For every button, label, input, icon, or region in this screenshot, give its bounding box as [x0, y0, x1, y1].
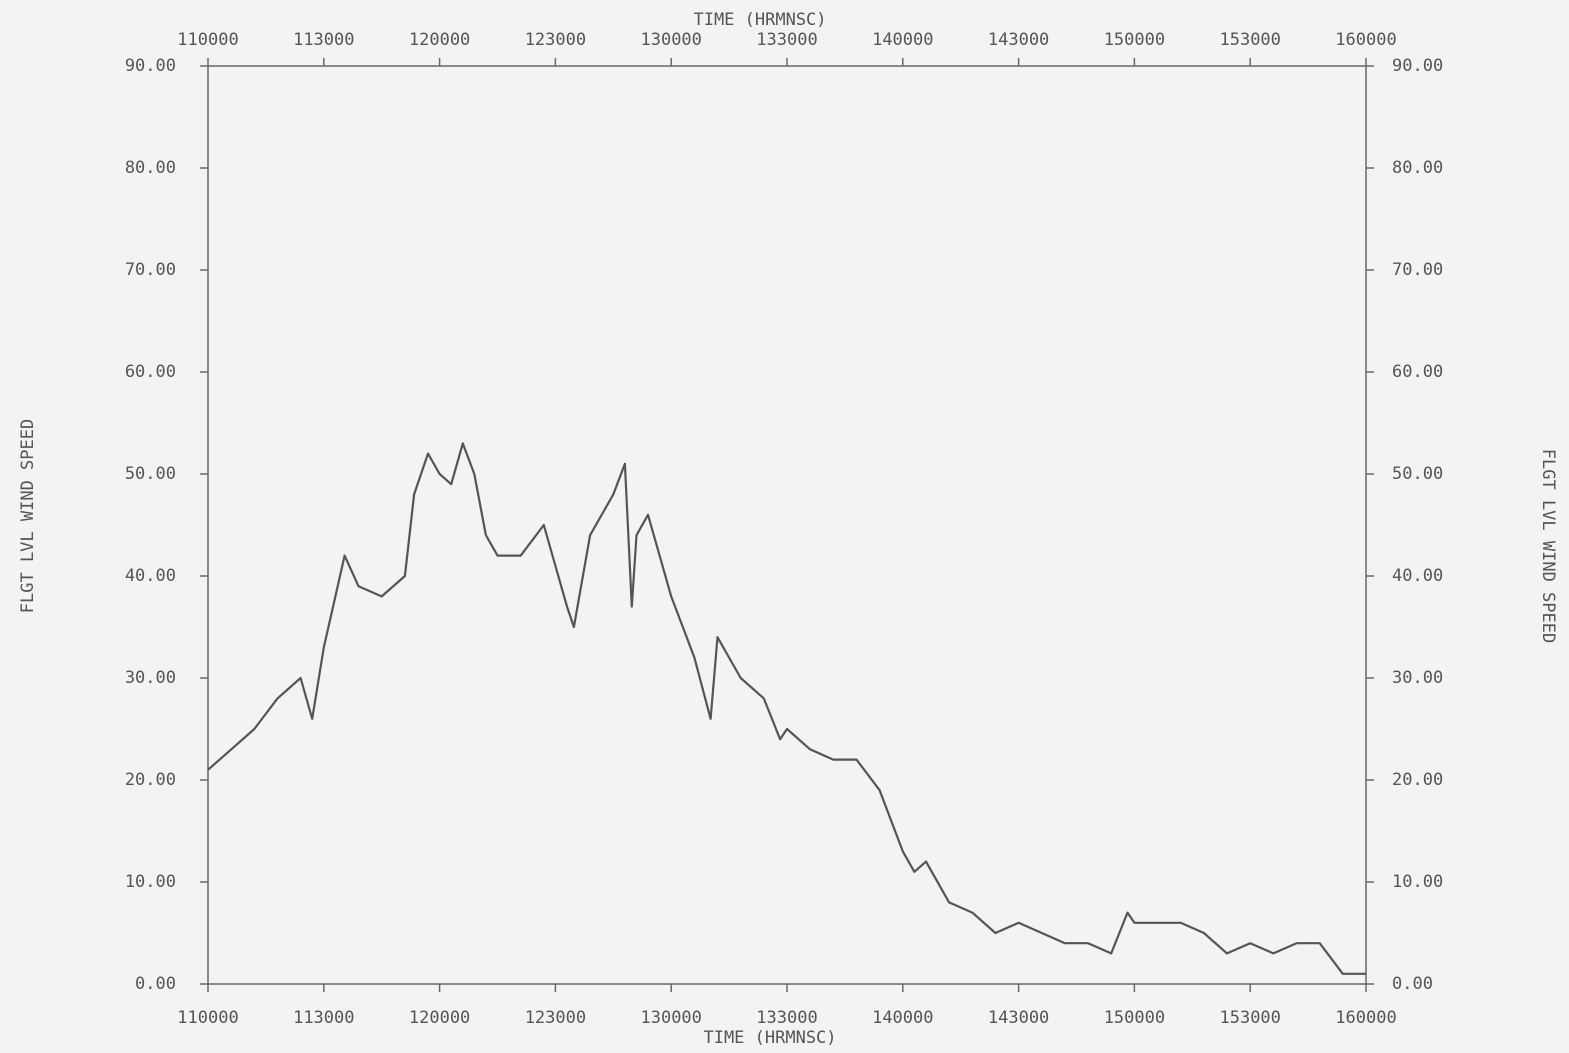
- y-tick-label: 80.00: [125, 158, 176, 178]
- x-tick-label: 110000: [177, 1008, 238, 1028]
- y-tick-label: 20.00: [125, 770, 176, 790]
- y-tick-label-right: 10.00: [1392, 872, 1443, 892]
- x-tick-label-top: 160000: [1335, 30, 1396, 50]
- x-tick-label-top: 140000: [872, 30, 933, 50]
- y-tick-label: 10.00: [125, 872, 176, 892]
- y-tick-label: 40.00: [125, 566, 176, 586]
- x-tick-label: 123000: [525, 1008, 586, 1028]
- x-tick-label: 113000: [293, 1008, 354, 1028]
- y-tick-label-right: 40.00: [1392, 566, 1443, 586]
- y-tick-label: 90.00: [125, 56, 176, 76]
- x-tick-label: 160000: [1335, 1008, 1396, 1028]
- x-tick-label: 133000: [756, 1008, 817, 1028]
- x-tick-label: 140000: [872, 1008, 933, 1028]
- x-tick-label: 120000: [409, 1008, 470, 1028]
- y-tick-label: 30.00: [125, 668, 176, 688]
- y-tick-label: 0.00: [135, 974, 176, 994]
- x-axis-title-top: TIME (HRMNSC): [693, 10, 826, 30]
- x-tick-label-top: 150000: [1104, 30, 1165, 50]
- y-tick-label-right: 90.00: [1392, 56, 1443, 76]
- y-axis-title-right: FLGT LVL WIND SPEED: [1538, 449, 1558, 643]
- y-tick-label: 50.00: [125, 464, 176, 484]
- x-tick-label-top: 143000: [988, 30, 1049, 50]
- x-tick-label: 143000: [988, 1008, 1049, 1028]
- x-tick-label-top: 133000: [756, 30, 817, 50]
- x-tick-label-top: 113000: [293, 30, 354, 50]
- y-tick-label-right: 0.00: [1392, 974, 1433, 994]
- y-tick-label-right: 70.00: [1392, 260, 1443, 280]
- y-tick-label-right: 50.00: [1392, 464, 1443, 484]
- y-tick-label: 60.00: [125, 362, 176, 382]
- x-tick-label-top: 130000: [640, 30, 701, 50]
- x-tick-label-top: 123000: [525, 30, 586, 50]
- y-axis-title: FLGT LVL WIND SPEED: [18, 419, 38, 613]
- x-axis-title: TIME (HRMNSC): [703, 1028, 836, 1048]
- x-tick-label-top: 153000: [1219, 30, 1280, 50]
- y-tick-label-right: 30.00: [1392, 668, 1443, 688]
- x-tick-label-top: 110000: [177, 30, 238, 50]
- data-line: [207, 442, 1366, 975]
- x-tick-label-top: 120000: [409, 30, 470, 50]
- y-tick-label-right: 80.00: [1392, 158, 1443, 178]
- y-tick-label-right: 60.00: [1392, 362, 1443, 382]
- y-tick-label-right: 20.00: [1392, 770, 1443, 790]
- y-tick-label: 70.00: [125, 260, 176, 280]
- x-tick-label: 153000: [1219, 1008, 1280, 1028]
- x-tick-label: 150000: [1104, 1008, 1165, 1028]
- x-tick-label: 130000: [640, 1008, 701, 1028]
